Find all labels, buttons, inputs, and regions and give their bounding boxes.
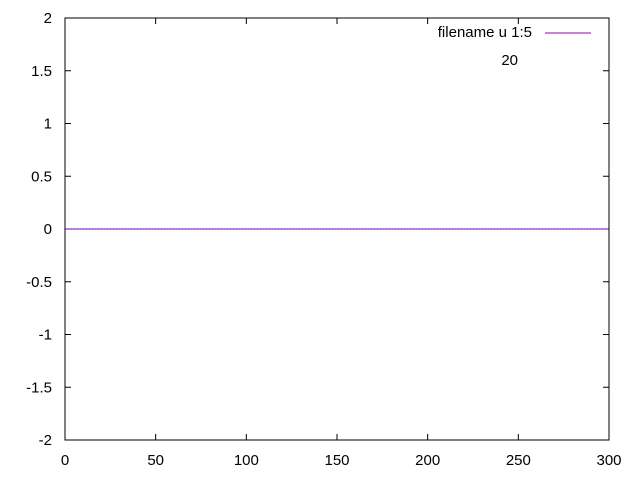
x-tick-label: 250	[506, 452, 531, 469]
x-tick-label: 300	[596, 452, 621, 469]
y-tick-label: 1.5	[31, 63, 52, 80]
y-tick-label: 0	[44, 221, 52, 238]
legend: filename u 1:5 20	[438, 24, 591, 69]
y-tick-label: -1	[39, 327, 52, 344]
x-tick-label: 150	[324, 452, 349, 469]
x-tick-label: 0	[61, 452, 69, 469]
x-tick-label: 100	[234, 452, 259, 469]
y-tick-label: 2	[44, 10, 52, 27]
x-tick-label: 200	[415, 452, 440, 469]
x-tick-label: 50	[147, 452, 164, 469]
x-tick-labels-group: 0 50 100 150 200 250 300	[61, 452, 622, 469]
y-tick-label: 1	[44, 116, 52, 133]
y-tick-label: -1.5	[26, 379, 52, 396]
legend-entry-label: filename u 1:5	[438, 24, 532, 41]
y-tick-label: 0.5	[31, 168, 52, 185]
legend-entry-label: 20	[501, 52, 518, 69]
y-tick-label: -2	[39, 432, 52, 449]
y-tick-labels-group: -2 -1.5 -1 -0.5 0 0.5 1 1.5 2	[26, 10, 52, 449]
y-tick-label: -0.5	[26, 274, 52, 291]
